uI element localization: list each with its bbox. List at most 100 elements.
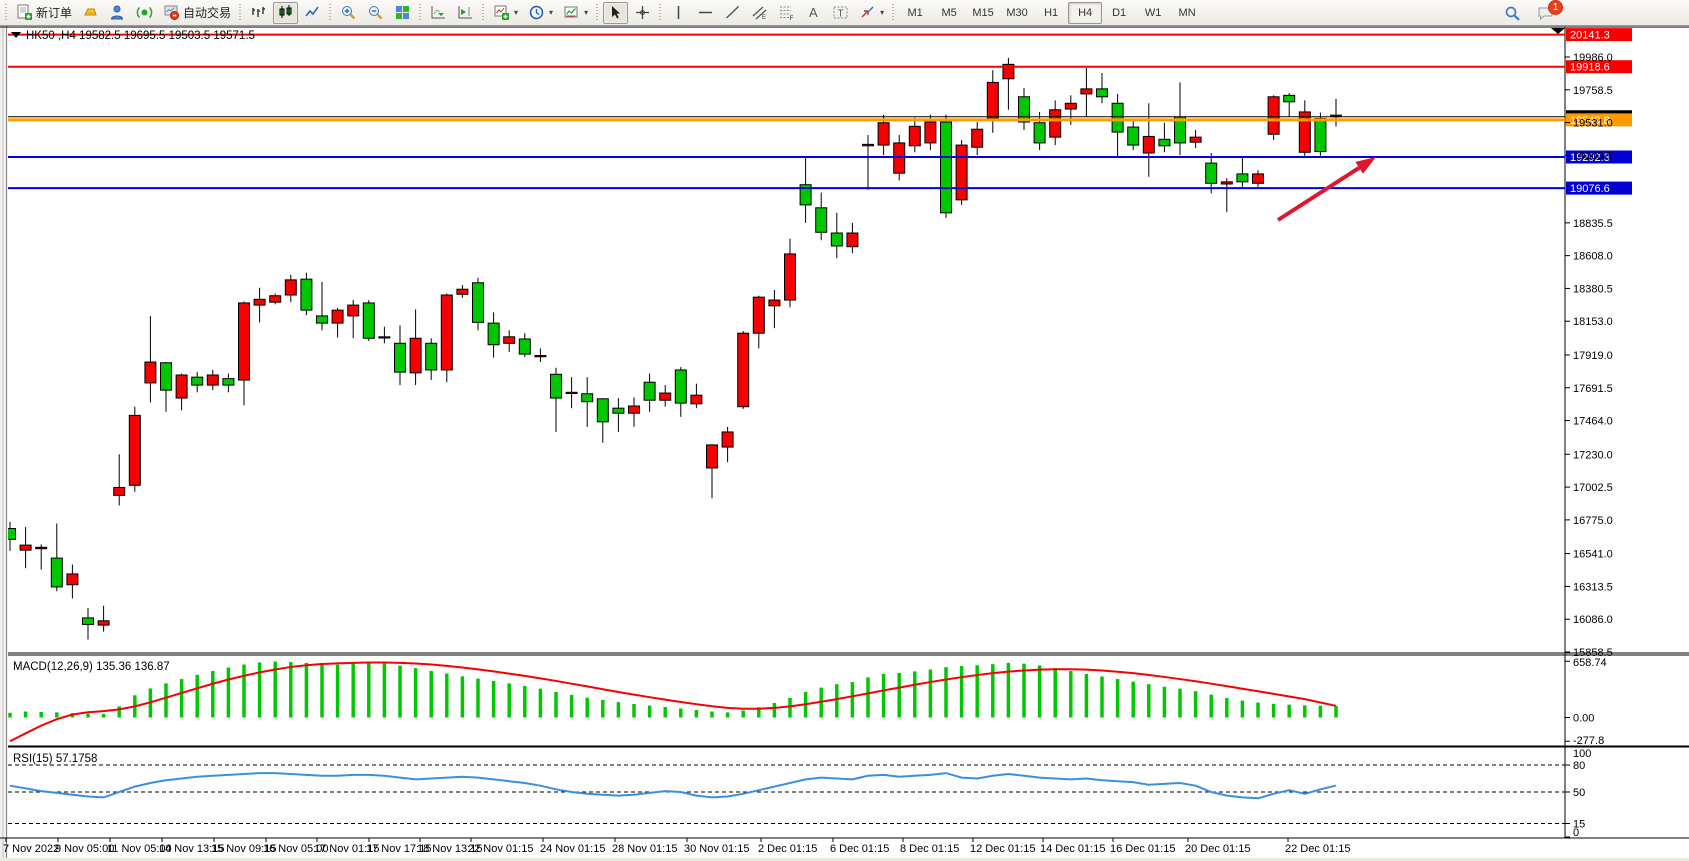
price-tick-label: 19758.5 xyxy=(1573,85,1613,97)
timeframe-w1-button[interactable]: W1 xyxy=(1144,6,1162,19)
timeframe-mn-button[interactable]: MN xyxy=(1178,6,1196,19)
signals-button[interactable] xyxy=(132,2,157,24)
tile-windows-button[interactable] xyxy=(390,2,415,24)
candle-chart-button[interactable] xyxy=(273,1,299,24)
trendline-button[interactable] xyxy=(720,2,745,24)
candle-up xyxy=(50,557,63,588)
date-label: 11 Nov 05:00 xyxy=(107,843,172,855)
toolbar-grip[interactable] xyxy=(327,2,335,23)
channel-button[interactable]: E xyxy=(747,2,772,24)
rsi-axis-label: 80 xyxy=(1573,760,1585,772)
date-label: 6 Dec 01:15 xyxy=(830,843,889,855)
new-order-button-label: 新订单 xyxy=(36,6,73,20)
candle-up xyxy=(581,393,594,403)
price-tick-label: 16086.0 xyxy=(1573,614,1613,626)
toolbar-grip[interactable] xyxy=(417,2,425,23)
timeframe-m5-button[interactable]: M5 xyxy=(941,6,957,19)
toolbar-grip[interactable] xyxy=(890,2,898,23)
timeframe-h1-button[interactable]: H1 xyxy=(1044,6,1059,19)
auto-scroll-button[interactable] xyxy=(426,2,451,24)
new-order-button[interactable]: 新订单 xyxy=(12,2,76,24)
date-label: 30 Nov 01:15 xyxy=(684,843,749,855)
rsi-axis-label: 100 xyxy=(1573,748,1591,760)
toolbar-grip[interactable] xyxy=(480,2,488,23)
candle-down xyxy=(893,142,906,174)
toolbar-grip[interactable] xyxy=(3,2,10,23)
svg-text:A: A xyxy=(809,5,818,20)
svg-text:E: E xyxy=(762,15,766,21)
timeframe-h4-button[interactable]: H4 xyxy=(1068,1,1103,24)
rsi-axis-label: 0 xyxy=(1573,827,1579,839)
date-label: 16 Nov 05:00 xyxy=(263,843,328,855)
text-button[interactable]: A xyxy=(801,2,826,24)
zoom-out-button[interactable] xyxy=(363,2,388,24)
date-label: 17 Nov 01:15 xyxy=(314,843,379,855)
left-splitter-strip[interactable] xyxy=(0,26,8,858)
candle-down xyxy=(19,544,32,551)
templates-button[interactable]: ▾ xyxy=(559,2,592,24)
autotrade-icon xyxy=(163,4,180,21)
autotrading-button[interactable]: 自动交易 xyxy=(159,2,235,24)
window-bottom-strip xyxy=(0,858,1689,861)
price-tick-label: 18608.0 xyxy=(1573,251,1613,263)
search-button[interactable] xyxy=(1500,2,1525,24)
candle-down xyxy=(238,302,250,381)
candle-up xyxy=(674,369,687,404)
chart-canvas[interactable]: 20141.319918.619571.519549.819292.319076… xyxy=(0,26,1689,861)
price-tick-label: 17691.5 xyxy=(1573,383,1613,395)
support-line-upper-badge xyxy=(1566,150,1632,164)
vertical-line-button[interactable] xyxy=(666,2,691,24)
candle-up xyxy=(1236,173,1249,183)
line-chart-button[interactable] xyxy=(300,2,325,24)
toolbar-grip[interactable] xyxy=(657,2,665,23)
date-label: 24 Nov 01:15 xyxy=(540,843,605,855)
price-axis[interactable]: 19986.0 19758.5 19531.0 19303.5 18835.5 18608… xyxy=(1565,52,1613,839)
pivot-line-badge-label: 19549.8 xyxy=(1570,115,1610,127)
periods-button[interactable]: ▾ xyxy=(524,2,557,24)
candle-up xyxy=(1205,162,1218,184)
line-objects-layer[interactable]: 20141.319918.619571.519549.819292.319076… xyxy=(8,28,1632,222)
horizontal-line-button[interactable] xyxy=(693,2,718,24)
symbol-dropdown-icon[interactable] xyxy=(11,32,21,38)
candle-down xyxy=(986,81,999,119)
timeframe-d1-button[interactable]: D1 xyxy=(1112,6,1127,19)
macd-label: MACD(12,26,9) 135.36 136.87 xyxy=(13,661,170,673)
deposit-button[interactable] xyxy=(78,2,103,24)
candle-down xyxy=(737,332,750,408)
timeframe-m1-button[interactable]: M1 xyxy=(907,6,923,19)
candle-down xyxy=(706,444,718,469)
price-tick-label: 15858.5 xyxy=(1573,647,1613,659)
notification-count-badge: 1 xyxy=(1548,0,1563,15)
date-label: 14 Dec 01:15 xyxy=(1040,843,1105,855)
signal-icon xyxy=(136,4,153,21)
toolbar-grip[interactable] xyxy=(594,2,602,23)
zoom-in-button[interactable] xyxy=(336,2,361,24)
crosshair-button[interactable] xyxy=(630,2,655,24)
chart-shift-button[interactable] xyxy=(453,2,478,24)
chart-area[interactable]: 20141.319918.619571.519549.819292.319076… xyxy=(0,26,1689,861)
label-button[interactable]: T xyxy=(828,2,853,24)
candle-up xyxy=(1127,126,1140,146)
fibonacci-button[interactable]: F xyxy=(774,2,799,24)
price-tick-label: 18153.0 xyxy=(1573,316,1613,328)
cursor-icon xyxy=(607,4,624,21)
toolbar-grip[interactable] xyxy=(237,2,245,23)
template-icon xyxy=(563,4,580,21)
new-chart-button[interactable]: ▾ xyxy=(489,2,522,24)
candle-down xyxy=(97,620,110,626)
timeframe-m30-button[interactable]: M30 xyxy=(1006,6,1028,19)
date-label: 15 Nov 09:15 xyxy=(211,843,276,855)
candle-down xyxy=(456,288,469,295)
bar-chart-button[interactable] xyxy=(246,2,271,24)
notifications-button[interactable]: 1 xyxy=(1533,0,1563,24)
annotation-arrow[interactable] xyxy=(1276,157,1376,222)
cursor-button[interactable] xyxy=(603,1,629,24)
arrows-button[interactable]: ▾ xyxy=(855,2,888,24)
autotrading-button-label: 自动交易 xyxy=(183,6,232,20)
timeframe-m15-button[interactable]: M15 xyxy=(972,6,994,19)
candle-down xyxy=(269,295,282,303)
price-tick-label: 17230.0 xyxy=(1573,449,1613,461)
community-button[interactable] xyxy=(105,2,130,24)
